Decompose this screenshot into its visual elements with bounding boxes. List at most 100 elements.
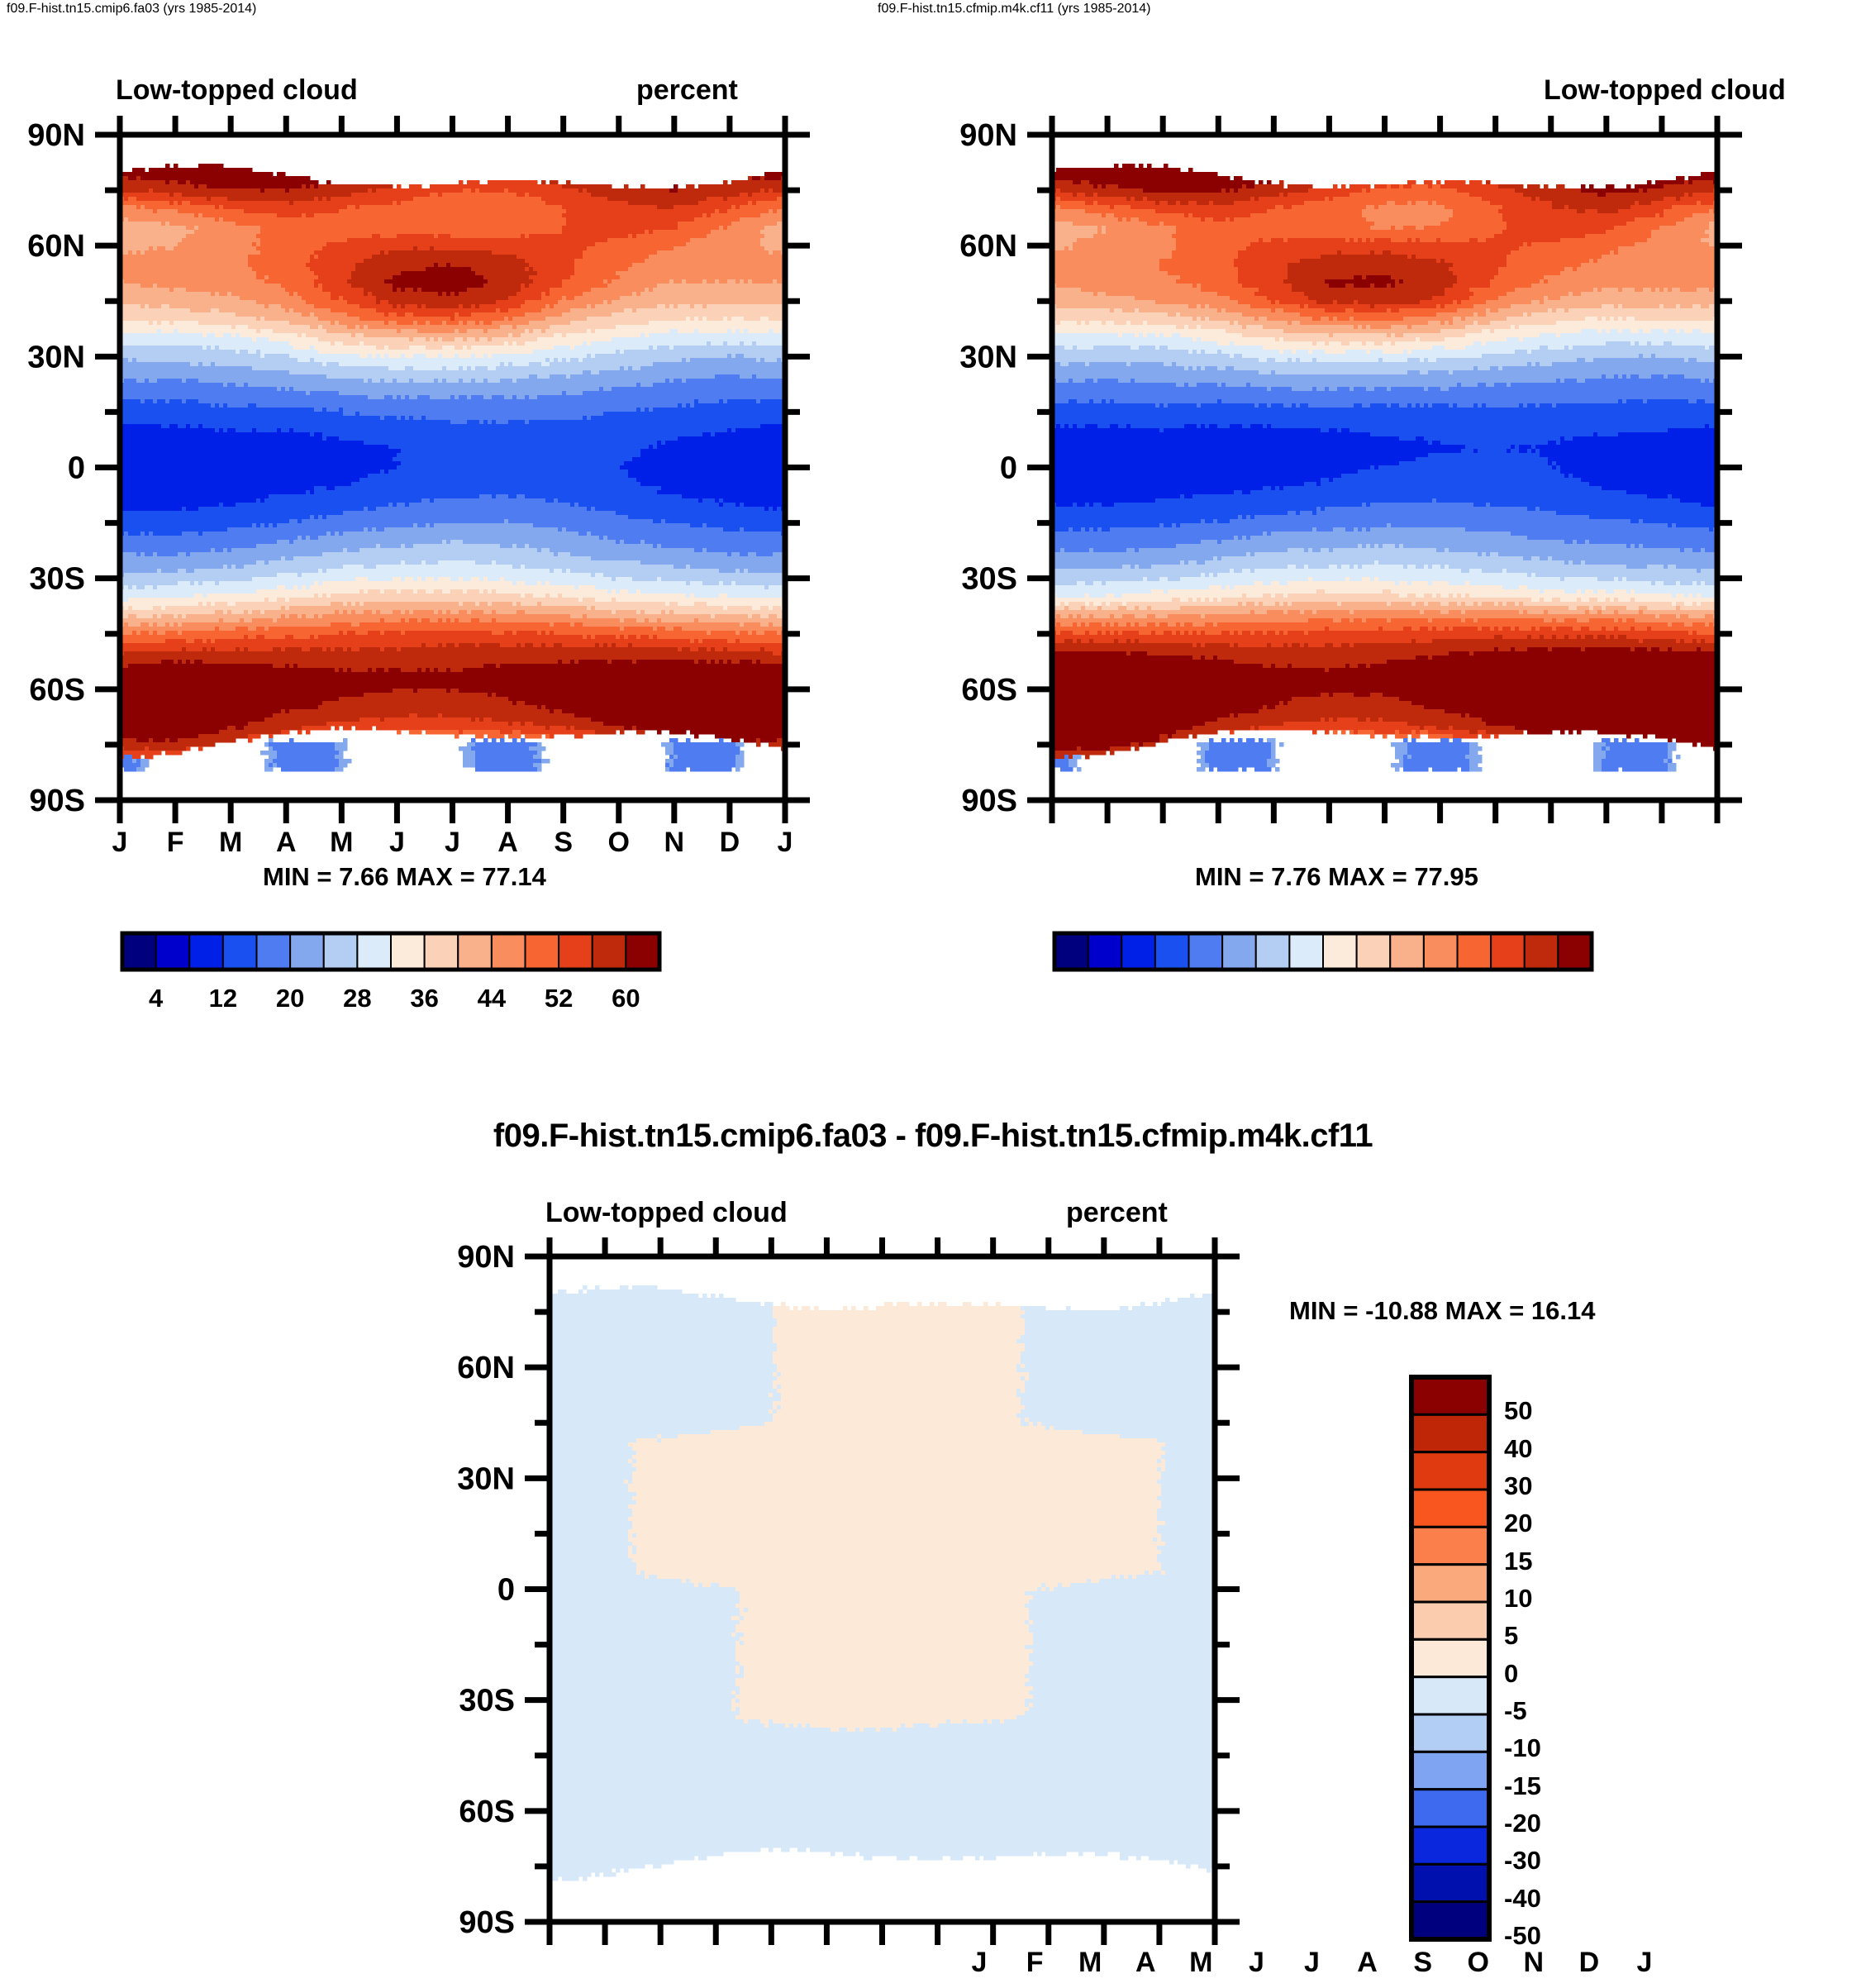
x-axis-month-label: J: [777, 827, 793, 858]
y-axis-tick-label: 60N: [959, 229, 1017, 264]
x-axis-month-label: M: [1078, 1947, 1102, 1978]
y-axis-tick-label: 90N: [959, 118, 1017, 153]
y-axis-tick-label: 30N: [457, 1461, 515, 1496]
colorbar-tick-label: -40: [1504, 1883, 1541, 1913]
x-axis-month-label: J: [1248, 1947, 1264, 1978]
colorbar-tick-label: -15: [1504, 1771, 1541, 1800]
colorbar-tick-label: 50: [1504, 1396, 1533, 1426]
panel-left-subtitle-units: percent: [636, 74, 738, 106]
y-axis-tick-label: 90S: [29, 784, 85, 818]
colorbar-left-svg: [120, 931, 662, 972]
x-axis-month-label: S: [554, 827, 573, 858]
panel-diff-title: f09.F-hist.tn15.cmip6.fa03 - f09.F-hist.…: [493, 1118, 1373, 1154]
y-axis-tick-label: 30S: [961, 562, 1017, 597]
colorbar-tick-label: 36: [410, 984, 439, 1013]
x-axis-month-label: A: [1357, 1947, 1378, 1978]
y-axis-tick-label: 0: [1000, 451, 1017, 486]
x-axis-month-label: M: [218, 827, 243, 858]
y-axis-tick-label: 60N: [457, 1351, 515, 1385]
colorbar-tick-label: 20: [1504, 1509, 1533, 1538]
colorbar-tick-label: -50: [1504, 1921, 1541, 1950]
x-axis-month-label: S: [1413, 1947, 1432, 1978]
x-axis-month-label: N: [1523, 1947, 1545, 1978]
x-axis-month-label: A: [1135, 1947, 1156, 1978]
colorbar-tick-label: 0: [1504, 1658, 1519, 1688]
panel-left-plot: 90N 60N 30N 0 30S 60S 90S: [0, 116, 810, 843]
y-axis-tick-label: 90N: [27, 118, 85, 153]
y-axis-tick-label: 30S: [29, 562, 85, 597]
x-axis-month-label: M: [1189, 1947, 1213, 1978]
panel-diff-plot: 90N 60N 30N 0 30S 60S 90S: [430, 1237, 1240, 1965]
x-axis-month-label: J: [1636, 1947, 1653, 1978]
colorbar-tick-label: 44: [477, 984, 507, 1013]
colorbar-tick-label: 12: [208, 984, 238, 1013]
y-axis-tick-label: 0: [68, 451, 85, 486]
colorbar-tick-label: 4: [149, 984, 164, 1013]
panel-right-plot: 90N 60N 30N 0 30S 60S 90S: [932, 116, 1742, 843]
y-axis-tick-label: 90S: [961, 784, 1017, 818]
colorbar-tick-label: -30: [1504, 1846, 1541, 1876]
y-axis-tick-label: 60S: [459, 1795, 515, 1829]
x-axis-month-label: J: [388, 827, 405, 858]
colorbar-left: [0, 930, 810, 980]
colorbar-tick-label: -20: [1504, 1809, 1541, 1838]
x-axis-month-label: J: [112, 827, 128, 858]
colorbar-tick-label: -5: [1504, 1696, 1527, 1725]
y-axis-tick-label: 30N: [959, 340, 1017, 374]
colorbar-tick-label: -10: [1504, 1733, 1541, 1763]
panel-right-svg: 90N 60N 30N 0 30S 60S 90S: [959, 116, 1742, 823]
colorbar-diff-labels: 50 40 30 20 15 10 5 0 -5 -10 -15 -20 -30 -40 -50: [1504, 1372, 1669, 1951]
panel-left-subtitle-variable: Low-topped cloud: [116, 74, 358, 106]
panel-diff-minmax: MIN = -10.88 MAX = 16.14: [1289, 1296, 1596, 1325]
y-axis-tick-label: 0: [497, 1573, 515, 1608]
x-axis-month-label: J: [971, 1947, 988, 1978]
colorbar-tick-label: 15: [1504, 1546, 1533, 1576]
panel-left-title: f09.F-hist.tn15.cmip6.fa03 (yrs 1985-201…: [7, 2, 257, 16]
panel-diff-svg: 90N 60N 30N 0 30S 60S 90S: [457, 1237, 1240, 1945]
colorbar-diff: [1405, 1372, 1496, 1951]
x-axis-month-label: N: [664, 827, 685, 858]
colorbar-right-svg: [1052, 931, 1594, 972]
x-axis-month-label: F: [166, 827, 184, 858]
panel-right-title: f09.F-hist.tn15.cfmip.m4k.cf11 (yrs 1985…: [878, 2, 1151, 16]
panel-diff-subtitle-units: percent: [1066, 1197, 1168, 1228]
colorbar-tick-label: 40: [1504, 1433, 1533, 1463]
colorbar-tick-label: 10: [1504, 1584, 1533, 1613]
x-axis-month-label: F: [1026, 1947, 1044, 1978]
colorbar-right: [932, 930, 1742, 980]
panel-left-minmax: MIN = 7.66 MAX = 77.14: [263, 862, 546, 891]
panel-left-svg: 90N 60N 30N 0 30S 60S 90S: [27, 116, 810, 823]
x-axis-month-label: O: [1467, 1947, 1489, 1978]
x-axis-month-label: M: [330, 827, 354, 858]
x-axis-month-label: J: [1304, 1947, 1320, 1978]
x-axis-month-label: A: [275, 827, 297, 858]
y-axis-tick-label: 60N: [27, 229, 85, 264]
colorbar-tick-label: 20: [275, 984, 305, 1013]
y-axis-tick-label: 30N: [27, 340, 85, 374]
panel-diff-subtitle-variable: Low-topped cloud: [545, 1197, 788, 1228]
colorbar-tick-label: 60: [612, 984, 640, 1013]
x-axis-month-label: D: [1578, 1947, 1600, 1978]
colorbar-diff-svg: [1409, 1375, 1492, 1942]
x-axis-month-label: O: [607, 827, 630, 858]
colorbar-tick-label: 30: [1504, 1471, 1533, 1500]
y-axis-tick-label: 60S: [961, 673, 1017, 708]
x-axis-month-label: J: [445, 827, 460, 858]
colorbar-left-labels: 4 12 20 28 36 44 52 60: [0, 984, 810, 1022]
x-axis-month-label: A: [497, 827, 518, 858]
panel-right-subtitle-variable: Low-topped cloud: [1544, 74, 1786, 106]
colorbar-tick-label: 28: [343, 984, 372, 1013]
panel-right-minmax: MIN = 7.76 MAX = 77.95: [1195, 862, 1478, 891]
y-axis-tick-label: 90S: [459, 1905, 515, 1940]
colorbar-tick-label: 5: [1504, 1621, 1519, 1651]
y-axis-tick-label: 30S: [459, 1684, 515, 1719]
x-axis-month-label: D: [719, 827, 740, 858]
y-axis-tick-label: 60S: [29, 673, 85, 708]
y-axis-tick-label: 90N: [457, 1240, 515, 1275]
colorbar-tick-label: 52: [544, 984, 574, 1013]
